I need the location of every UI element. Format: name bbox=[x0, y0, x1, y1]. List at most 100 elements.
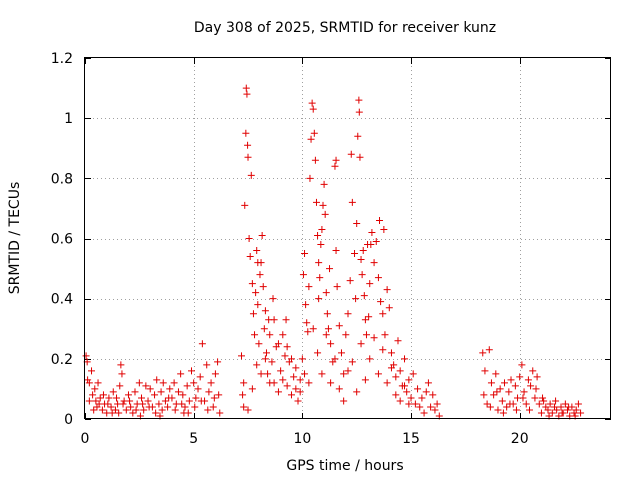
data-point bbox=[203, 361, 211, 369]
data-point bbox=[577, 409, 585, 417]
data-point bbox=[431, 406, 439, 414]
data-point bbox=[316, 274, 324, 282]
data-point bbox=[135, 379, 143, 387]
data-point bbox=[374, 370, 382, 378]
data-point bbox=[372, 238, 380, 246]
data-point bbox=[205, 388, 213, 396]
data-point bbox=[335, 385, 343, 393]
data-point bbox=[535, 400, 543, 408]
data-point bbox=[361, 316, 369, 324]
data-point bbox=[564, 406, 572, 414]
data-point bbox=[308, 99, 316, 107]
data-point bbox=[294, 397, 302, 405]
data-point bbox=[320, 180, 328, 188]
data-point bbox=[107, 403, 115, 411]
data-point bbox=[414, 385, 422, 393]
data-point bbox=[131, 388, 139, 396]
data-point bbox=[240, 403, 248, 411]
data-point bbox=[158, 406, 166, 414]
data-point bbox=[269, 295, 277, 303]
data-point bbox=[418, 394, 426, 402]
data-point bbox=[332, 247, 340, 255]
data-point bbox=[553, 406, 561, 414]
data-point bbox=[161, 397, 169, 405]
data-point bbox=[197, 397, 205, 405]
data-point bbox=[155, 400, 163, 408]
data-point bbox=[494, 406, 502, 414]
data-point bbox=[215, 391, 223, 399]
data-point bbox=[379, 310, 387, 318]
data-point bbox=[255, 340, 263, 348]
data-point bbox=[401, 382, 409, 390]
data-point bbox=[109, 388, 117, 396]
data-point bbox=[204, 406, 212, 414]
data-point bbox=[486, 403, 494, 411]
data-point bbox=[248, 385, 256, 393]
data-point bbox=[181, 403, 189, 411]
data-point bbox=[307, 135, 315, 143]
data-point bbox=[216, 409, 224, 417]
data-point bbox=[165, 394, 173, 402]
data-point bbox=[424, 379, 432, 387]
data-point bbox=[335, 322, 343, 330]
data-point bbox=[85, 397, 93, 405]
data-point bbox=[253, 361, 261, 369]
data-point bbox=[558, 409, 566, 417]
data-point bbox=[179, 391, 187, 399]
x-tick-label: 20 bbox=[511, 431, 529, 447]
data-point bbox=[376, 216, 384, 224]
data-point bbox=[279, 376, 287, 384]
data-point bbox=[416, 403, 424, 411]
data-point bbox=[171, 406, 179, 414]
data-point bbox=[146, 385, 154, 393]
data-point bbox=[152, 409, 160, 417]
data-point bbox=[525, 406, 533, 414]
data-point bbox=[258, 231, 266, 239]
data-point bbox=[309, 105, 317, 113]
data-point bbox=[260, 325, 268, 333]
data-point bbox=[94, 379, 102, 387]
data-point bbox=[124, 391, 132, 399]
data-point bbox=[287, 391, 295, 399]
data-point bbox=[561, 400, 569, 408]
data-point bbox=[359, 247, 367, 255]
data-point bbox=[96, 394, 104, 402]
data-point bbox=[188, 367, 196, 375]
data-point bbox=[310, 129, 318, 137]
data-point bbox=[353, 388, 361, 396]
data-point bbox=[557, 403, 565, 411]
data-point bbox=[292, 364, 300, 372]
data-point bbox=[519, 394, 527, 402]
data-point bbox=[344, 367, 352, 375]
data-point bbox=[379, 346, 387, 354]
data-point bbox=[274, 388, 282, 396]
data-point bbox=[180, 409, 188, 417]
data-point bbox=[507, 376, 515, 384]
data-point bbox=[244, 141, 252, 149]
data-point bbox=[261, 307, 269, 315]
data-point bbox=[496, 385, 504, 393]
data-point bbox=[492, 370, 500, 378]
data-point bbox=[302, 301, 310, 309]
data-point bbox=[122, 406, 130, 414]
data-point bbox=[256, 271, 264, 279]
data-point bbox=[383, 379, 391, 387]
data-point bbox=[104, 400, 112, 408]
data-point bbox=[347, 150, 355, 158]
data-point bbox=[290, 373, 298, 381]
data-point bbox=[98, 406, 106, 414]
data-point bbox=[89, 391, 97, 399]
data-point bbox=[296, 376, 304, 384]
data-point bbox=[240, 379, 248, 387]
data-point bbox=[574, 400, 582, 408]
data-point bbox=[360, 292, 368, 300]
data-point bbox=[144, 397, 152, 405]
data-point bbox=[211, 370, 219, 378]
data-point bbox=[252, 289, 260, 297]
y-tick-label: 1.2 bbox=[51, 51, 73, 67]
data-point bbox=[552, 397, 560, 405]
data-point bbox=[118, 370, 126, 378]
data-point bbox=[244, 153, 252, 161]
data-point bbox=[115, 409, 123, 417]
data-point bbox=[283, 343, 291, 351]
